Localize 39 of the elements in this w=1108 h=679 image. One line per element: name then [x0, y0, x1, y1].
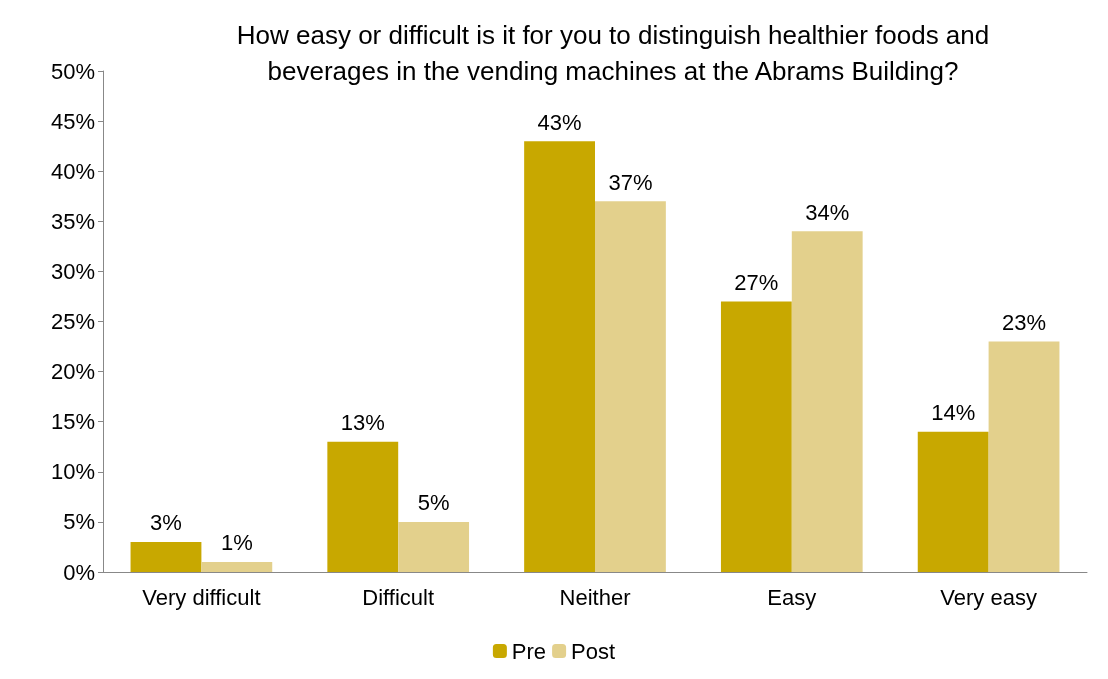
- y-tick-label: 15%: [50, 409, 95, 435]
- data-label: 27%: [734, 269, 779, 295]
- bar: [791, 231, 863, 572]
- x-tick-label: Very difficult: [142, 584, 261, 610]
- y-tick-label: 30%: [50, 258, 95, 284]
- x-tick-label: Neither: [559, 584, 631, 610]
- x-tick-label: Very easy: [940, 584, 1037, 610]
- bar: [130, 541, 202, 572]
- data-label: 34%: [805, 199, 850, 225]
- data-label: 43%: [537, 109, 582, 135]
- bar: [201, 561, 273, 572]
- bar: [398, 521, 470, 572]
- data-label: 1%: [220, 530, 253, 556]
- y-tick-label: 5%: [63, 509, 95, 535]
- bar: [988, 341, 1060, 572]
- data-label: 13%: [340, 410, 385, 436]
- bar: [917, 431, 989, 572]
- y-tick-label: 40%: [50, 158, 95, 184]
- x-tick-label: Difficult: [362, 584, 435, 610]
- legend-label: Post: [571, 638, 616, 664]
- bar: [327, 441, 399, 572]
- y-tick-label: 10%: [50, 459, 95, 485]
- y-tick-label: 50%: [50, 58, 95, 84]
- data-label: 14%: [931, 400, 976, 426]
- data-label: 3%: [150, 510, 182, 536]
- data-label: 23%: [1002, 310, 1047, 336]
- chart-title: How easy or difficult is it for you to distinguish healthier foods and beverages in the vending machines at the Abrams Building?: [236, 20, 990, 86]
- y-tick-label: 25%: [50, 309, 95, 334]
- x-tick-label: Easy: [767, 584, 817, 610]
- bar: [524, 141, 595, 572]
- y-tick-label: 20%: [50, 359, 95, 385]
- y-tick-label: 35%: [50, 208, 95, 234]
- data-label: 5%: [417, 490, 450, 516]
- y-tick-label: 45%: [50, 108, 95, 134]
- bar: [720, 301, 792, 572]
- bar: [595, 201, 666, 572]
- legend-label: Pre: [511, 638, 547, 664]
- y-tick-label: 0%: [63, 559, 95, 585]
- data-label: 37%: [608, 169, 653, 195]
